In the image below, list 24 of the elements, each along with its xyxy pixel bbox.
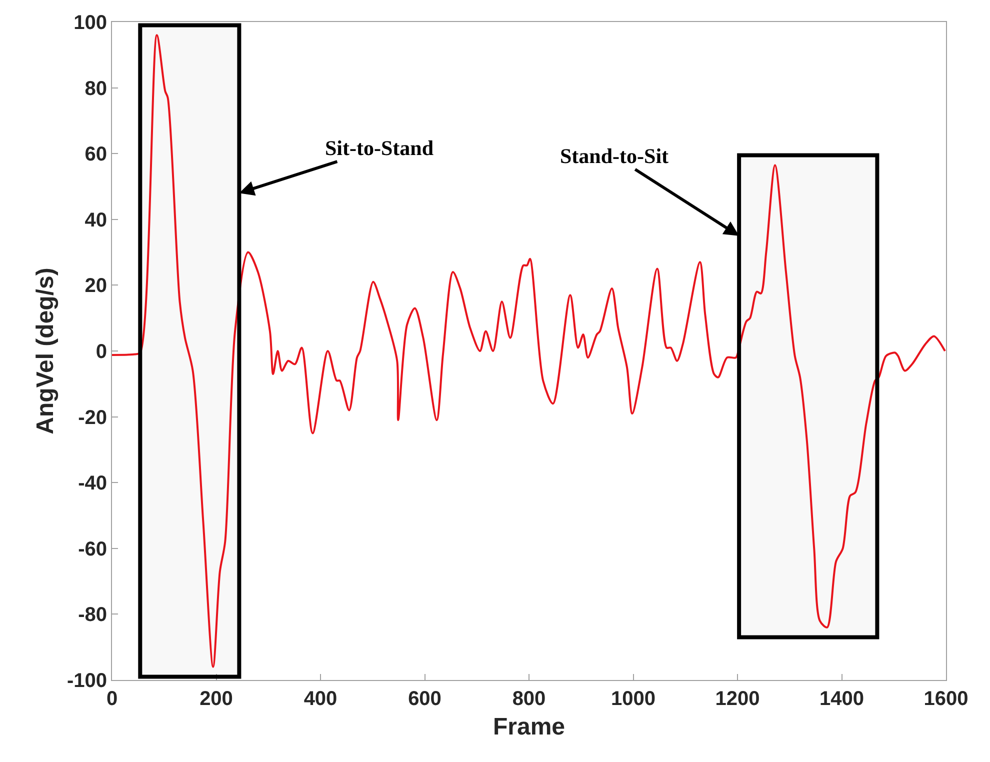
y-tick-label: -100 [66,670,107,692]
y-tick-label: -20 [78,406,107,429]
x-axis-title: Frame [492,713,566,740]
x-tick-label: 800 [512,688,546,710]
y-tick-label: 40 [84,209,107,232]
y-tick-label: 80 [84,78,107,100]
x-tick-label: 1600 [924,688,968,710]
y-tick-label: -80 [78,604,107,626]
annotation: Stand-to-Sit [560,144,669,168]
annotation: Sit-to-Stand [325,136,434,160]
x-tick-label: 1200 [715,688,760,710]
x-tick-label: 400 [304,688,338,710]
line-series [112,34,946,668]
y-tick-label: -60 [78,538,107,560]
y-tick-label: 20 [84,275,107,298]
y-tick-label: 60 [84,144,107,166]
x-tick-label: 600 [408,688,442,710]
x-tick-label: 1400 [820,688,864,710]
y-tick-label: 0 [96,341,107,363]
y-tick-label: -40 [78,472,107,495]
y-axis-title: AngVel (deg/s) [32,268,60,434]
y-tick-label: 100 [74,12,107,34]
x-tick-label: 1000 [611,688,656,710]
x-tick-label: 200 [200,688,233,710]
